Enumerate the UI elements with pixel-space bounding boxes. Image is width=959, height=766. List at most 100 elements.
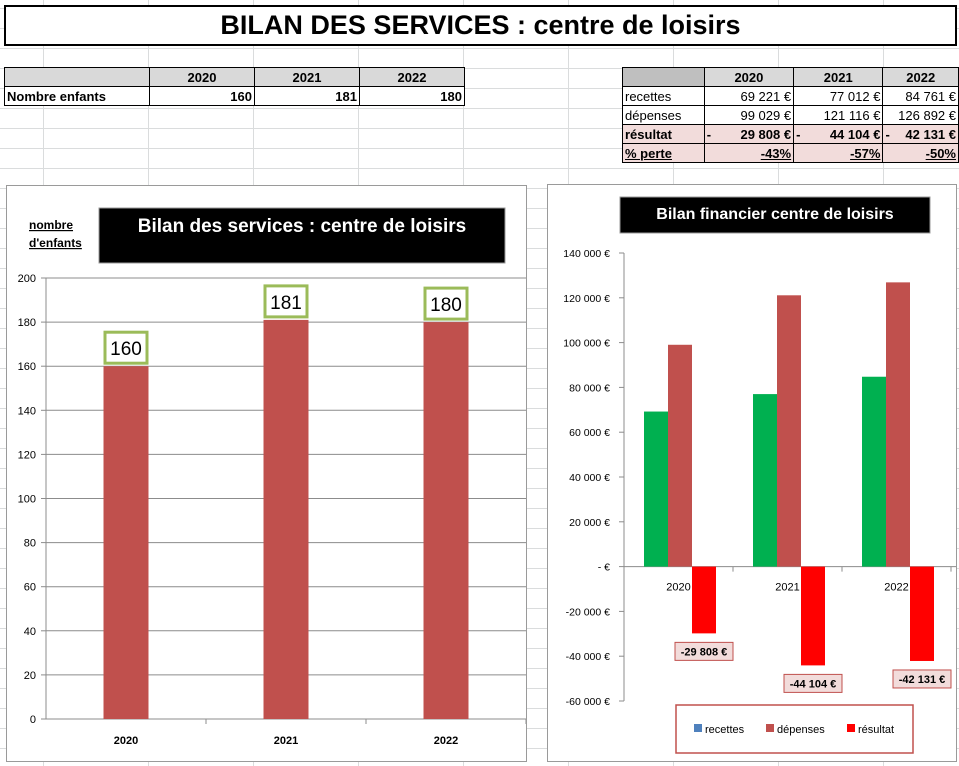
bar-recettes — [644, 411, 668, 567]
y-tick-label: 20 — [24, 670, 36, 682]
y-tick-label: 40 000 € — [569, 472, 610, 484]
y-tick-label: 20 000 € — [569, 517, 610, 529]
bar-resultat — [801, 566, 825, 666]
finance-chart[interactable]: -60 000 € -40 000 € -20 000 € - € 20 000 € 40… — [547, 184, 957, 762]
cell: - 29 808 € — [703, 124, 795, 144]
bar-depenses — [668, 344, 692, 567]
cell: - 44 104 € — [793, 124, 884, 144]
cell: 121 116 € — [793, 105, 884, 125]
children-chart-svg: 0 20 40 60 80 100 120 140 160 180 200 2020 160 2021 18… — [18, 207, 527, 747]
bar-depenses — [886, 282, 910, 567]
y-tick-label: 80 — [24, 538, 36, 550]
y-tick-label: 140 000 € — [563, 248, 610, 260]
chart-title-box — [619, 196, 931, 234]
cell: 160 — [149, 86, 255, 106]
chart-title: Bilan financier centre de loisirs — [656, 206, 894, 223]
y-tick-label: 60 000 € — [569, 427, 610, 439]
row-label: % perte — [622, 143, 705, 163]
finance-table: 2020 2021 2022 recettes 69 221 € 77 012 … — [622, 67, 959, 163]
y-tick-label: - € — [598, 562, 610, 574]
year-header: 2021 — [254, 67, 360, 87]
chart-title: Bilan des services : centre de loisirs — [138, 216, 466, 237]
row-label: résultat — [622, 124, 705, 144]
cell: -50% — [882, 143, 959, 163]
data-label: 180 — [430, 295, 462, 316]
row-label: Nombre enfants — [4, 86, 150, 106]
bar-recettes — [862, 376, 886, 567]
minus-sign: - — [706, 126, 712, 142]
bar — [263, 319, 309, 719]
data-label-box — [103, 330, 149, 365]
corner-cell — [622, 67, 705, 87]
legend-swatch — [847, 724, 855, 732]
legend-label: recettes — [705, 724, 745, 736]
y-tick-label: 100 — [18, 494, 36, 506]
year-header: 2022 — [359, 67, 465, 87]
y-tick-label: 120 — [18, 449, 36, 461]
cell: 126 892 € — [882, 105, 959, 125]
row-label: dépenses — [622, 105, 705, 125]
legend-label: dépenses — [777, 724, 825, 736]
cell: 69 221 € — [703, 86, 795, 106]
x-tick-label: 2022 — [884, 582, 908, 594]
cell-value: 29 808 € — [740, 126, 792, 142]
y-tick-label: 80 000 € — [569, 382, 610, 394]
legend-swatch — [766, 724, 774, 732]
bar-recettes — [753, 394, 777, 567]
bar-depenses — [777, 295, 801, 567]
year-header: 2021 — [793, 67, 884, 87]
cell: 99 029 € — [703, 105, 795, 125]
cell: 180 — [359, 86, 465, 106]
data-label: 160 — [110, 339, 142, 360]
cell-value: 44 104 € — [829, 126, 881, 142]
x-tick-label: 2020 — [114, 735, 138, 747]
bar — [103, 366, 149, 719]
y-tick-label: 180 — [18, 317, 36, 329]
y-tick-label: 140 — [18, 405, 36, 417]
cell: 84 761 € — [882, 86, 959, 106]
bar-resultat — [692, 566, 716, 634]
y-tick-label: 100 000 € — [563, 338, 610, 350]
cell: -57% — [793, 143, 884, 163]
cell: 77 012 € — [793, 86, 884, 106]
data-label-box — [783, 673, 843, 693]
y-tick-label: 200 — [18, 273, 36, 285]
y-axis-title: d'enfants — [29, 236, 82, 250]
data-label: -29 808 € — [681, 646, 727, 658]
bar — [423, 322, 469, 719]
data-label-box — [892, 669, 952, 689]
y-tick-label: 0 — [30, 714, 36, 726]
cell: -42 131 € — [882, 124, 959, 144]
legend-swatch — [694, 724, 702, 732]
y-tick-label: 60 — [24, 582, 36, 594]
y-tick-label: 40 — [24, 626, 36, 638]
y-tick-label: -60 000 € — [566, 696, 611, 708]
corner-cell — [4, 67, 150, 87]
year-header: 2022 — [882, 67, 959, 87]
page-title: BILAN DES SERVICES : centre de loisirs — [4, 5, 957, 46]
children-table: 2020 2021 2022 Nombre enfants 160 181 18… — [4, 67, 465, 106]
legend — [675, 704, 914, 754]
x-tick-label: 2020 — [666, 582, 690, 594]
legend-label: résultat — [858, 724, 894, 736]
data-label-box — [263, 284, 309, 319]
cell-value: 42 131 € — [905, 126, 956, 142]
year-header: 2020 — [703, 67, 795, 87]
cell: 181 — [254, 86, 360, 106]
cell: -43% — [703, 143, 795, 163]
y-tick-label: -40 000 € — [566, 651, 611, 663]
x-tick-label: 2021 — [274, 735, 298, 747]
data-label: 181 — [270, 293, 302, 314]
chart-title-box — [98, 207, 506, 264]
data-label-box — [423, 286, 469, 321]
minus-sign: - — [796, 126, 801, 142]
data-label-box — [674, 641, 734, 661]
data-label: -42 131 € — [899, 674, 945, 686]
bar-resultat — [910, 566, 934, 661]
y-axis-title: nombre — [29, 218, 73, 232]
children-chart[interactable]: 0 20 40 60 80 100 120 140 160 180 200 2020 160 2021 18… — [6, 185, 527, 762]
x-tick-label: 2021 — [775, 582, 799, 594]
row-label: recettes — [622, 86, 705, 106]
minus-sign: - — [885, 126, 890, 142]
data-label: -44 104 € — [790, 678, 836, 690]
